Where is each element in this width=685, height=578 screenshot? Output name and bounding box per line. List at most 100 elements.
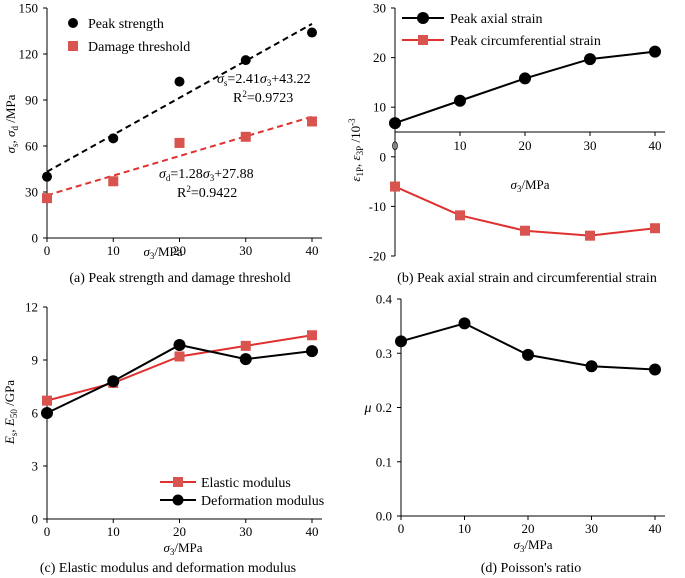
data-point <box>519 72 531 85</box>
data-point <box>174 137 185 148</box>
data-point <box>239 353 252 366</box>
panel-a-xticks: 0 10 20 30 40 <box>44 238 319 258</box>
panel-b: 0 10 20 30 40 -20 -10 0 10 20 30 Peak axial strai… <box>347 1 665 286</box>
data-point <box>240 131 251 142</box>
panel-a-xlabel: σ3/MPa <box>143 244 182 261</box>
data-point <box>307 116 317 127</box>
panel-d-ylabel: μ <box>363 401 371 416</box>
y-tick-label: 12 <box>25 300 38 315</box>
panel-b-xticks: 0 10 20 30 40 <box>392 132 662 153</box>
x-tick-label: 20 <box>519 138 532 153</box>
series-line-0 <box>394 50 656 125</box>
y-tick-label: 0 <box>32 512 39 527</box>
data-point <box>174 76 185 87</box>
fit-line-0 <box>47 23 313 173</box>
x-tick-label: 0 <box>398 521 405 536</box>
x-tick-label: 40 <box>649 521 662 536</box>
data-point <box>585 360 598 373</box>
panel-c-legend: Elastic modulus Deformation modulus <box>160 476 324 509</box>
data-point <box>454 94 466 107</box>
data-point <box>108 176 119 187</box>
panel-a-series <box>42 27 317 204</box>
y-tick-label: 0 <box>380 149 387 164</box>
data-point <box>395 335 407 348</box>
panel-c-xticks: 0 10 20 30 40 <box>44 519 319 539</box>
data-point <box>458 317 471 330</box>
x-tick-label: 40 <box>649 138 662 153</box>
data-point <box>584 53 596 66</box>
data-point <box>585 230 595 241</box>
y-tick-label: 0.4 <box>376 292 393 307</box>
panel-d-caption: (d) Poisson's ratio <box>481 561 582 576</box>
y-tick-label: 0.0 <box>376 509 392 524</box>
legend-label-elastic-modulus: Elastic modulus <box>201 476 291 491</box>
panel-c-ylabel: Es, E50 /GPa <box>2 380 19 445</box>
legend-label-damage-threshold: Damage threshold <box>88 40 190 55</box>
legend-label-peak-axial-strain: Peak axial strain <box>450 12 543 27</box>
data-point <box>42 193 52 204</box>
panel-a-caption: (a) Peak strength and damage threshold <box>69 271 290 286</box>
panel-a-fit-lines <box>47 23 313 197</box>
panel-b-yticks: -20 -10 0 10 20 30 <box>369 1 395 264</box>
data-point <box>650 223 660 234</box>
panel-b-xlabel: σ3/MPa <box>510 177 549 194</box>
panel-d-yticks: 0.0 0.1 0.2 0.3 0.4 <box>376 292 401 524</box>
legend-marker-elastic-modulus <box>173 477 183 487</box>
legend-marker-peak-circumferential-strain <box>418 35 428 45</box>
y-tick-label: 30 <box>25 185 38 200</box>
panel-a: 0 10 20 30 40 0 30 60 90 120 150 Peak strength Da… <box>3 1 322 286</box>
panel-a-annotations: σs=2.41σ3+43.22 R2=0.9723 σd=1.28σ3+27.8… <box>159 72 311 201</box>
annotation-fit-eq-damage: σd=1.28σ3+27.88 <box>159 167 254 183</box>
panel-b-legend: Peak axial strain Peak circumferential s… <box>402 12 601 49</box>
y-tick-label: 0.1 <box>376 454 392 469</box>
data-point <box>240 340 251 351</box>
panel-d-xlabel: σ3/MPa <box>513 537 552 554</box>
annotation-r2-peak: R2=0.9723 <box>233 89 293 106</box>
panel-b-caption: (b) Peak axial strain and circumferentia… <box>397 271 657 286</box>
data-point <box>455 210 465 221</box>
data-point <box>41 407 53 419</box>
y-tick-label: 20 <box>373 50 386 65</box>
x-tick-label: 10 <box>107 524 120 539</box>
panel-a-legend: Peak strength Damage threshold <box>68 17 190 55</box>
panel-d-xticks: 0 10 20 30 40 <box>398 516 662 536</box>
annotation-fit-eq-peak: σs=2.41σ3+43.22 <box>217 72 311 88</box>
fit-line-1 <box>47 115 313 197</box>
y-tick-label: 9 <box>32 353 39 368</box>
panel-d: 0 10 20 30 40 0.0 0.1 0.2 0.3 0.4 σ3/MPa μ (d) P… <box>363 292 665 576</box>
data-point <box>520 225 530 236</box>
legend-marker-deformation-modulus <box>172 494 184 506</box>
data-point <box>42 395 52 406</box>
panel-d-series <box>395 317 661 376</box>
panel-c-series <box>41 330 318 419</box>
data-point <box>307 27 317 38</box>
data-point <box>240 55 251 66</box>
y-tick-label: 150 <box>19 1 39 16</box>
x-tick-label: 30 <box>584 138 597 153</box>
legend-marker-damage-threshold <box>68 41 78 51</box>
data-point <box>649 45 661 58</box>
x-tick-label: 30 <box>239 524 252 539</box>
data-point <box>306 345 318 358</box>
x-tick-label: 10 <box>458 521 471 536</box>
y-tick-label: 10 <box>373 100 386 115</box>
y-tick-label: 90 <box>25 93 38 108</box>
legend-label-peak-strength: Peak strength <box>88 17 164 32</box>
data-point <box>42 171 52 182</box>
data-point <box>108 133 119 144</box>
legend-marker-peak-strength <box>68 18 78 28</box>
x-tick-label: 0 <box>392 138 399 153</box>
y-tick-label: 60 <box>25 139 38 154</box>
data-point <box>107 375 120 388</box>
annotation-r2-damage: R2=0.9422 <box>177 184 237 201</box>
panel-a-ylabel: σs, σd /MPa <box>3 94 20 153</box>
data-point <box>307 330 317 341</box>
x-tick-label: 10 <box>107 243 120 258</box>
panel-b-ylabel: ε1P, ε3P /10-3 <box>347 118 365 182</box>
x-tick-label: 40 <box>306 524 319 539</box>
y-tick-label: -10 <box>369 199 386 214</box>
x-tick-label: 10 <box>454 138 467 153</box>
legend-label-deformation-modulus: Deformation modulus <box>201 494 324 509</box>
x-tick-label: 30 <box>239 243 252 258</box>
